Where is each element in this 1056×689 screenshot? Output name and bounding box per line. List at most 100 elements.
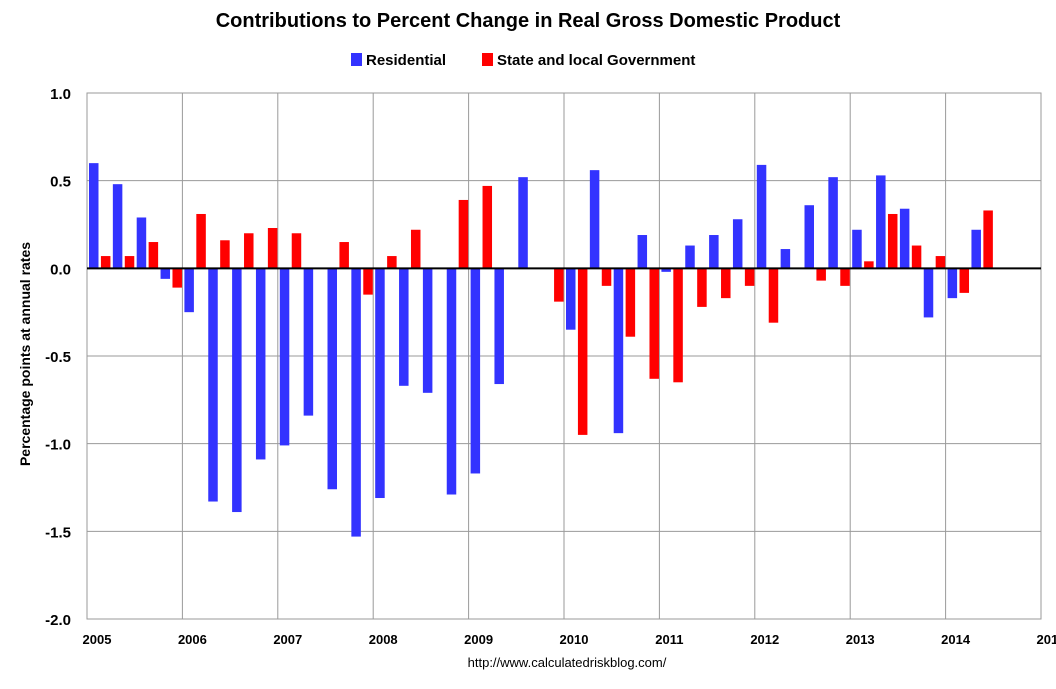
bar-residential: [327, 268, 337, 490]
bar-residential: [351, 268, 361, 537]
bar-residential: [136, 217, 147, 269]
bar-residential: [852, 229, 862, 269]
bar-state-local-government: [482, 185, 493, 269]
bar-state-local-government: [911, 245, 922, 269]
x-tick-label: 2008: [369, 632, 398, 647]
bar-residential: [947, 268, 958, 299]
y-tick-label: -1.5: [45, 524, 71, 541]
bar-residential: [446, 268, 457, 495]
legend-label-state-local: State and local Government: [497, 52, 695, 69]
bar-state-local-government: [172, 268, 182, 288]
bar-state-local-government: [124, 256, 135, 269]
bar-state-local-government: [768, 268, 779, 323]
y-axis-label: Percentage points at annual rates: [17, 242, 33, 466]
y-tick-label: 0.5: [50, 174, 71, 191]
chart-title: Contributions to Percent Change in Real …: [216, 10, 841, 32]
bar-residential: [899, 208, 910, 269]
bar-residential: [303, 268, 314, 416]
grid: [86, 92, 1042, 620]
y-tick-label: -2.0: [45, 612, 71, 629]
bar-state-local-government: [244, 233, 254, 269]
bar-residential: [566, 268, 576, 330]
bar-residential: [709, 235, 719, 269]
bar-state-local-government: [983, 210, 993, 269]
bar-residential: [279, 268, 290, 446]
bar-residential: [399, 268, 409, 386]
x-tick-label: 2007: [273, 632, 302, 647]
bar-residential: [184, 268, 194, 313]
bar-state-local-government: [649, 268, 659, 379]
bar-state-local-government: [148, 242, 159, 269]
y-tick-label: -0.5: [45, 349, 71, 366]
bar-state-local-government: [673, 268, 683, 383]
x-tick-label: 2014: [941, 632, 971, 647]
bar-residential: [255, 268, 266, 460]
bar-state-local-government: [387, 256, 397, 269]
x-tick-label: 2013: [846, 632, 875, 647]
bar-state-local-government: [577, 268, 588, 435]
y-tick-label: -1.0: [45, 437, 71, 454]
x-tick-label: 2012: [750, 632, 779, 647]
bar-state-local-government: [100, 256, 111, 269]
x-tick-label: 2005: [83, 632, 112, 647]
bar-residential: [112, 184, 123, 269]
bar-residential: [494, 268, 504, 385]
bar-state-local-government: [935, 256, 946, 269]
bar-residential: [613, 268, 624, 434]
bar-residential: [422, 268, 433, 393]
y-tick-labels: 1.0 0.5 0.0 -0.5 -1.0 -1.5 -2.0: [45, 86, 71, 629]
bar-state-local-government: [601, 268, 612, 286]
bar-state-local-government: [697, 268, 707, 307]
bar-state-local-government: [554, 268, 564, 302]
x-tick-label: 2015: [1037, 632, 1056, 647]
bar-residential: [89, 163, 99, 269]
bar-residential: [732, 219, 743, 269]
bar-state-local-government: [721, 268, 731, 299]
x-tick-label: 2009: [464, 632, 493, 647]
bar-state-local-government: [744, 268, 755, 286]
x-tick-labels: 2005 2006 2007 2008 2009 2010 2011 2012 2013 2014…: [83, 632, 1056, 647]
legend: Residential State and local Government: [351, 52, 695, 69]
bar-state-local-government: [291, 233, 302, 269]
bars: [89, 163, 993, 537]
bar-state-local-government: [959, 268, 970, 293]
bar-residential: [923, 268, 934, 318]
bar-state-local-government: [267, 228, 278, 269]
legend-swatch-residential: [351, 53, 362, 66]
bar-residential: [470, 268, 481, 474]
bar-state-local-government: [816, 268, 826, 281]
bar-state-local-government: [339, 242, 349, 269]
bar-residential: [232, 268, 242, 513]
bar-residential: [804, 205, 814, 269]
bar-residential: [828, 177, 838, 269]
bar-residential: [589, 170, 600, 269]
bar-residential: [780, 249, 791, 269]
bar-state-local-government: [864, 261, 874, 269]
bar-state-local-government: [220, 240, 230, 269]
bar-state-local-government: [458, 199, 469, 269]
source-url: http://www.calculatedriskblog.com/: [468, 655, 667, 670]
x-tick-label: 2011: [655, 632, 683, 647]
x-tick-label: 2006: [178, 632, 207, 647]
bar-residential: [971, 229, 981, 269]
bar-residential: [375, 268, 385, 499]
bar-residential: [518, 177, 528, 269]
x-tick-label: 2010: [560, 632, 589, 647]
bar-state-local-government: [840, 268, 850, 286]
y-tick-label: 1.0: [50, 86, 71, 103]
bar-state-local-government: [410, 229, 421, 269]
y-tick-label: 0.0: [50, 261, 71, 278]
bar-residential: [160, 268, 171, 279]
legend-label-residential: Residential: [366, 52, 446, 69]
bar-residential: [661, 268, 671, 272]
bar-state-local-government: [625, 268, 636, 337]
bar-state-local-government: [196, 213, 206, 269]
bar-residential: [685, 245, 695, 269]
legend-swatch-state-local: [482, 53, 493, 66]
bar-state-local-government: [363, 268, 373, 295]
bar-residential: [756, 164, 767, 269]
bar-residential: [208, 268, 218, 502]
bar-residential: [637, 235, 648, 269]
